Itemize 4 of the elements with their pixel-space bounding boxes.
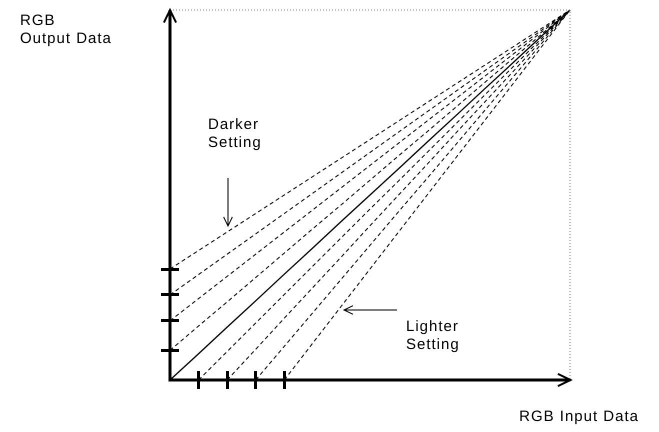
annotation: Lighter Setting bbox=[406, 318, 460, 354]
x-axis-title: RGB Input Data bbox=[519, 408, 639, 426]
y-axis-title: RGB Output Data bbox=[20, 12, 112, 48]
annotation: Darker Setting bbox=[208, 116, 262, 152]
